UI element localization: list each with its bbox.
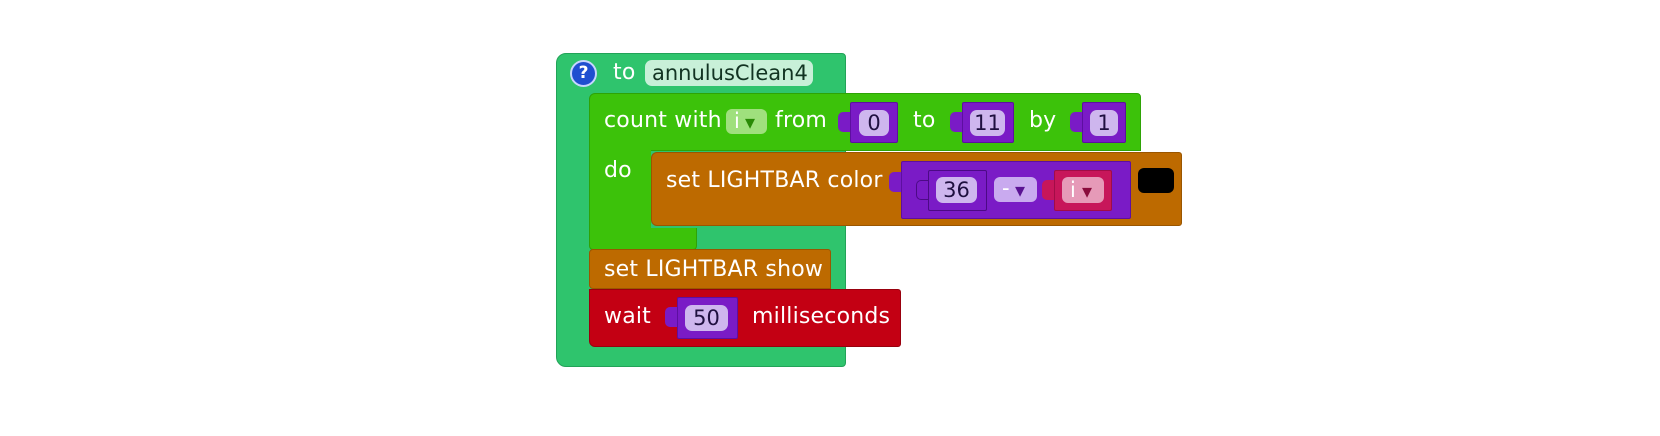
wait-label: wait: [604, 304, 652, 329]
set-lightbar-color-label: set LIGHTBAR color: [666, 168, 883, 193]
set-lightbar-show-label: set LIGHTBAR show: [604, 257, 824, 282]
to-label: to: [913, 108, 936, 133]
by-value-socket: [1070, 112, 1084, 132]
loop-variable-text: i: [734, 109, 740, 133]
count-with-label: count with: [604, 108, 722, 133]
chevron-down-icon: ▾: [745, 110, 756, 134]
from-value-field[interactable]: 0: [859, 110, 889, 136]
procedure-name-text: annulusClean4: [652, 61, 808, 85]
operator-text: -: [1002, 176, 1010, 200]
to-value-socket: [950, 112, 964, 132]
wait-block[interactable]: [589, 289, 901, 347]
question-icon[interactable]: ?: [570, 60, 597, 87]
do-label: do: [604, 158, 632, 183]
count-with-do-rail: [589, 150, 651, 236]
wait-value-socket: [665, 307, 679, 327]
from-label: from: [775, 108, 827, 133]
procedure-name-field[interactable]: annulusClean4: [645, 60, 813, 86]
variable-i-text: i: [1070, 178, 1076, 202]
set-lightbar-show-block[interactable]: [589, 249, 831, 289]
by-value-field[interactable]: 1: [1090, 110, 1118, 136]
loop-variable-dropdown[interactable]: i ▾: [726, 109, 767, 134]
chevron-down-icon: ▾: [1082, 179, 1093, 203]
procedure-keyword: to: [613, 60, 636, 85]
operand-a-field[interactable]: 36: [936, 177, 977, 203]
count-with-bottom-arm: [589, 228, 697, 250]
operand-b-socket: [1042, 180, 1056, 200]
variable-i-dropdown[interactable]: i ▾: [1062, 177, 1104, 203]
to-value-field[interactable]: 11: [970, 110, 1005, 136]
by-label: by: [1029, 108, 1057, 133]
wait-value-field[interactable]: 50: [685, 305, 728, 331]
color-swatch[interactable]: [1138, 168, 1174, 193]
chevron-down-icon: ▾: [1015, 178, 1026, 202]
math-operation-socket: [889, 172, 904, 192]
operand-a-socket: [916, 180, 930, 200]
wait-unit-label: milliseconds: [752, 304, 891, 329]
from-value-socket: [838, 112, 852, 132]
operator-dropdown[interactable]: - ▾: [994, 176, 1037, 202]
